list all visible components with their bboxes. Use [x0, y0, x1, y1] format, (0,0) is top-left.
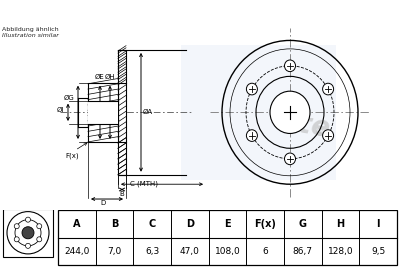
- Bar: [88, 83, 118, 142]
- Text: ®: ®: [315, 128, 325, 139]
- Circle shape: [323, 130, 334, 142]
- Text: I: I: [376, 219, 380, 229]
- Circle shape: [26, 217, 30, 222]
- Text: 6: 6: [262, 247, 268, 256]
- Text: C: C: [148, 219, 156, 229]
- Text: ØG: ØG: [63, 95, 74, 100]
- Text: C (MTH): C (MTH): [130, 181, 158, 187]
- Text: G: G: [299, 219, 307, 229]
- Text: H: H: [336, 219, 344, 229]
- Text: F(x): F(x): [65, 152, 79, 159]
- Text: 47,0: 47,0: [180, 247, 200, 256]
- Text: Ate: Ate: [277, 107, 333, 143]
- Bar: [118, 50, 126, 175]
- Circle shape: [14, 224, 19, 229]
- Circle shape: [37, 224, 42, 229]
- Circle shape: [323, 83, 334, 95]
- Text: F(x): F(x): [254, 219, 276, 229]
- Text: D: D: [100, 200, 106, 206]
- Text: ØA: ØA: [143, 109, 153, 115]
- Text: 7,0: 7,0: [107, 247, 122, 256]
- Text: Abbildung ähnlich: Abbildung ähnlich: [2, 27, 59, 32]
- Circle shape: [284, 60, 296, 72]
- Text: A: A: [73, 219, 80, 229]
- Text: ØE: ØE: [95, 73, 105, 80]
- Circle shape: [37, 237, 42, 242]
- Text: D: D: [186, 219, 194, 229]
- Text: Illustration similar: Illustration similar: [2, 33, 59, 38]
- Circle shape: [14, 237, 19, 242]
- Text: ØH: ØH: [105, 73, 115, 80]
- Bar: [3, 209, 53, 257]
- Text: E: E: [224, 219, 231, 229]
- Text: 244,0: 244,0: [64, 247, 90, 256]
- Circle shape: [270, 91, 310, 134]
- Text: 128,0: 128,0: [328, 247, 353, 256]
- Text: 407100: 407100: [323, 5, 387, 20]
- Circle shape: [246, 83, 257, 95]
- Text: 9,5: 9,5: [371, 247, 385, 256]
- Bar: [88, 101, 118, 124]
- Circle shape: [284, 153, 296, 165]
- Text: B: B: [111, 219, 118, 229]
- Text: 86,7: 86,7: [293, 247, 313, 256]
- Text: B: B: [120, 191, 124, 197]
- Bar: [181, 45, 336, 180]
- Bar: [58, 210, 397, 265]
- Text: 108,0: 108,0: [215, 247, 240, 256]
- Circle shape: [22, 227, 34, 239]
- Circle shape: [246, 130, 257, 142]
- Text: 24.0107-0100.1: 24.0107-0100.1: [163, 5, 297, 20]
- Circle shape: [26, 243, 30, 248]
- Text: 6,3: 6,3: [145, 247, 159, 256]
- Text: ØI: ØI: [57, 107, 64, 113]
